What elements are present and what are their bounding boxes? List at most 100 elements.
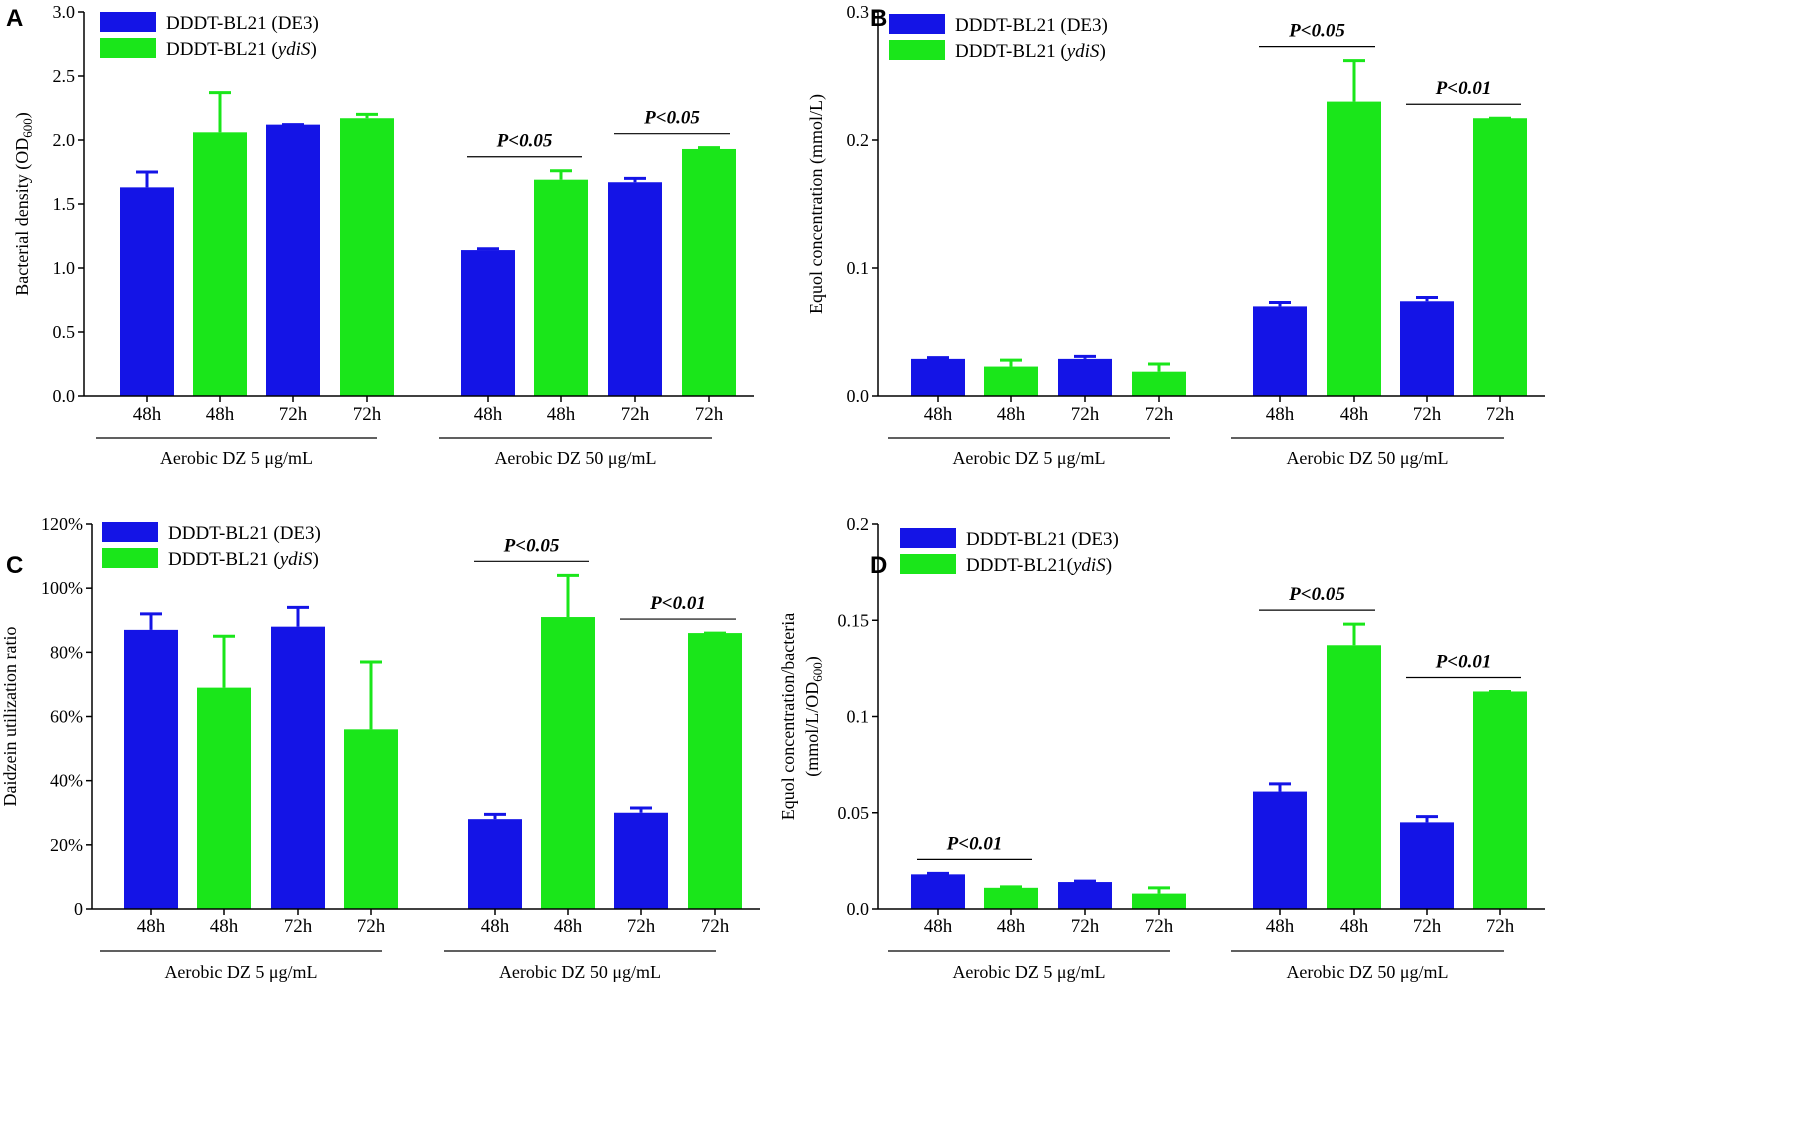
bar	[120, 187, 174, 396]
chart-panel-b: 0.0 0.1 0.2 0.3 48h 48h 72h 72h 48h 48h 72h 72h Aero…	[806, 2, 1545, 468]
bar	[1400, 301, 1454, 396]
y-axis-label: Bacterial density (OD600)	[12, 112, 35, 295]
bar	[1400, 822, 1454, 909]
y-tick-label: 0.0	[847, 899, 870, 919]
bar	[534, 179, 588, 396]
y-axis-label: Equol concentration/bacteria	[778, 613, 798, 820]
significance-label: P<0.01	[649, 593, 706, 614]
x-tick-label: 48h	[547, 404, 576, 425]
group-label: Aerobic DZ 50 μg/mL	[499, 962, 661, 982]
x-tick-label: 48h	[1340, 916, 1369, 937]
y-tick-label: 120%	[41, 514, 83, 534]
panel-letter: A	[6, 5, 23, 32]
x-tick-label: 48h	[997, 916, 1026, 937]
x-tick-label: 72h	[1486, 916, 1515, 937]
x-tick-label: 72h	[701, 916, 730, 937]
bar	[468, 819, 522, 909]
x-tick-label: 72h	[621, 404, 650, 425]
chart-panel-c: 0 20% 40% 60% 80% 100% 120% 48h 48h 72h 72h 48h 48h 7…	[0, 514, 760, 982]
x-tick-label: 48h	[924, 916, 953, 937]
legend-swatch	[100, 12, 156, 32]
legend-swatch	[889, 14, 945, 34]
bar	[614, 812, 668, 909]
group-label: Aerobic DZ 5 μg/mL	[160, 448, 313, 468]
legend-label: DDDT-BL21 (ydiS)	[168, 549, 319, 570]
bar	[1327, 101, 1381, 396]
bar	[1058, 358, 1112, 396]
y-tick-label: 100%	[41, 578, 83, 598]
x-tick-label: 72h	[357, 916, 386, 937]
legend-swatch	[900, 528, 956, 548]
x-tick-label: 72h	[1413, 404, 1442, 425]
significance-label: P<0.05	[503, 535, 560, 556]
y-tick-label: 0.0	[53, 386, 76, 406]
y-tick-label: 0.3	[847, 2, 870, 22]
y-axis-label: Equol concentration (mmol/L)	[806, 94, 827, 314]
x-tick-label: 72h	[353, 404, 382, 425]
bar	[1253, 791, 1307, 909]
group-label: Aerobic DZ 50 μg/mL	[1286, 448, 1448, 468]
y-axis-label: Daidzein utilization ratio	[0, 627, 20, 807]
x-tick-label: 72h	[1071, 404, 1100, 425]
legend-label: DDDT-BL21(ydiS)	[966, 555, 1112, 576]
significance-label: P<0.05	[1288, 21, 1345, 42]
y-tick-label: 0.05	[838, 803, 870, 823]
legend-swatch	[889, 40, 945, 60]
y-tick-label: 60%	[50, 707, 83, 727]
x-tick-label: 48h	[1340, 404, 1369, 425]
bar	[1132, 371, 1186, 396]
x-tick-label: 48h	[481, 916, 510, 937]
legend-swatch	[900, 554, 956, 574]
legend-label: DDDT-BL21 (ydiS)	[955, 41, 1106, 62]
legend-label: DDDT-BL21 (DE3)	[966, 529, 1119, 550]
bar	[1253, 306, 1307, 396]
x-tick-label: 48h	[997, 404, 1026, 425]
legend-label: DDDT-BL21 (DE3)	[168, 523, 321, 544]
y-tick-label: 40%	[50, 771, 83, 791]
legend-label: DDDT-BL21 (DE3)	[166, 13, 319, 34]
bar	[911, 874, 965, 909]
legend-swatch	[100, 38, 156, 58]
bar	[461, 250, 515, 396]
x-tick-label: 72h	[279, 404, 308, 425]
legend-label: DDDT-BL21 (ydiS)	[166, 39, 317, 60]
x-tick-label: 72h	[1145, 404, 1174, 425]
y-axis-label-line2: (mmol/L/OD600)	[802, 656, 825, 777]
x-tick-label: 48h	[210, 916, 239, 937]
bar	[541, 617, 595, 909]
bar	[124, 629, 178, 909]
significance-label: P<0.01	[1435, 78, 1492, 99]
panel-letter: C	[6, 552, 23, 579]
y-tick-label: 80%	[50, 642, 83, 662]
chart-panel-d: 0.0 0.05 0.1 0.15 0.2 48h 48h 72h 72h 48h 48h 72h 72…	[778, 514, 1545, 982]
x-tick-label: 72h	[1145, 916, 1174, 937]
x-tick-label: 48h	[137, 916, 166, 937]
group-label: Aerobic DZ 5 μg/mL	[164, 962, 317, 982]
bar	[984, 366, 1038, 396]
chart-panel-a: 0.0 0.5 1.0 1.5 2.0 2.5 3.0 48h 48h 72h 72h 48h 48h 7…	[12, 2, 754, 468]
y-tick-label: 0.2	[847, 130, 870, 150]
bar	[340, 118, 394, 397]
x-tick-label: 48h	[1266, 916, 1295, 937]
significance-label: P<0.01	[1435, 651, 1492, 672]
bar	[344, 729, 398, 909]
y-tick-label: 0.1	[847, 258, 870, 278]
group-label: Aerobic DZ 50 μg/mL	[494, 448, 656, 468]
bar	[1327, 645, 1381, 909]
x-tick-label: 48h	[554, 916, 583, 937]
bar	[688, 633, 742, 909]
bar	[1058, 882, 1112, 909]
x-tick-label: 48h	[474, 404, 503, 425]
y-tick-label: 3.0	[53, 2, 76, 22]
x-tick-label: 48h	[924, 404, 953, 425]
y-tick-label: 20%	[50, 835, 83, 855]
group-label: Aerobic DZ 5 μg/mL	[952, 962, 1105, 982]
legend-swatch	[102, 522, 158, 542]
bar	[608, 182, 662, 396]
x-tick-label: 72h	[627, 916, 656, 937]
significance-label: P<0.05	[496, 131, 553, 152]
y-tick-label: 0.2	[847, 514, 870, 534]
bar	[1473, 118, 1527, 397]
bar	[682, 148, 736, 396]
